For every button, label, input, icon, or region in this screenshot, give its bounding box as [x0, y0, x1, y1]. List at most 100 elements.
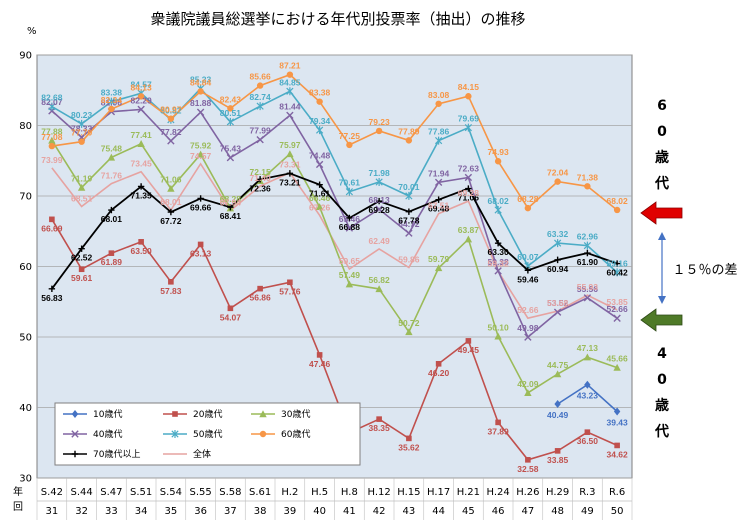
- data-point: [584, 249, 591, 257]
- data-label: 42.09: [517, 379, 539, 389]
- data-point: [197, 195, 204, 202]
- data-label: 71.06: [458, 193, 480, 203]
- data-point: [464, 173, 473, 182]
- data-label: 72.36: [249, 183, 271, 193]
- data-point: [286, 150, 294, 158]
- data-label: 57.49: [339, 270, 361, 280]
- data-point: [614, 442, 620, 449]
- data-label: 70.01: [398, 182, 420, 192]
- data-label: 83.08: [428, 90, 450, 100]
- side-label-40s: 代: [654, 423, 669, 440]
- data-label: 52.66: [517, 305, 539, 315]
- data-label: 33.85: [547, 455, 569, 465]
- series-line: [51, 162, 618, 320]
- data-point: [434, 178, 443, 187]
- data-label: 71.98: [368, 168, 390, 178]
- data-label: 68.51: [71, 194, 93, 204]
- data-label: 79.69: [458, 114, 480, 124]
- data-label: 68.02: [487, 196, 509, 206]
- data-point: [375, 127, 383, 135]
- data-label: 71.94: [428, 168, 450, 178]
- data-label: 71.40: [249, 173, 271, 183]
- data-point: [554, 178, 561, 185]
- data-labels: 40.49 43.23 39.43 66.69 59.61 61.89 63.50 57.83…: [41, 61, 628, 474]
- data-label: 69.28: [368, 205, 390, 215]
- data-point: [375, 285, 383, 293]
- data-label: 80.97: [160, 105, 182, 115]
- x-session-label: 35: [165, 506, 178, 517]
- legend-item: 20歳代: [163, 408, 222, 420]
- data-point: [346, 214, 353, 222]
- data-point: [78, 138, 85, 145]
- data-point: [435, 136, 443, 145]
- x-session-label: 34: [135, 506, 148, 517]
- data-label: 73.31: [279, 160, 301, 170]
- data-label: 38.35: [368, 423, 390, 433]
- data-point: [137, 183, 145, 190]
- data-point: [405, 229, 413, 237]
- data-label: 74.48: [309, 150, 331, 160]
- x-session-label: 49: [581, 506, 594, 517]
- data-point: [435, 196, 442, 203]
- data-point: [553, 370, 562, 378]
- side-label-40s: 4: [657, 346, 667, 362]
- x-tick-label: H.12: [368, 487, 391, 498]
- data-point: [259, 410, 267, 418]
- data-label: 78.33: [71, 123, 93, 133]
- data-label: 75.92: [190, 140, 212, 150]
- data-point: [554, 256, 561, 264]
- data-label: 62.49: [368, 236, 390, 246]
- series-60歳代: [48, 71, 621, 214]
- data-label: 59.32: [487, 258, 509, 268]
- data-point: [107, 153, 116, 161]
- y-tick-label: 60: [19, 262, 32, 273]
- data-label: 53.68: [547, 298, 569, 308]
- x-tick-label: S.54: [160, 487, 182, 498]
- data-label: 80.23: [71, 110, 93, 120]
- data-point: [405, 191, 413, 200]
- data-label: 60.07: [517, 252, 539, 262]
- data-point: [465, 185, 472, 192]
- data-point: [168, 278, 174, 285]
- data-point: [315, 160, 324, 169]
- legend-label: 40歳代: [93, 428, 122, 440]
- data-label: 66.88: [339, 222, 361, 232]
- x-axis-categories: S.42 31 S.44 32 S.47 33 S.51 34 S.54 35 S.55 36 S.58…: [36, 478, 633, 520]
- data-point: [167, 184, 175, 192]
- x-session-label: 31: [46, 506, 59, 517]
- data-point: [286, 87, 294, 96]
- series-lines: [48, 71, 621, 463]
- x-session-label: 44: [432, 506, 445, 517]
- data-point: [494, 205, 502, 214]
- data-point: [434, 264, 443, 272]
- data-point: [524, 267, 532, 274]
- data-label: 55.93: [577, 282, 599, 292]
- data-point: [494, 158, 502, 165]
- data-label: 57.76: [279, 286, 301, 296]
- x-session-label: 41: [343, 506, 356, 517]
- legend-label: 10歳代: [93, 408, 122, 420]
- data-label: 77.25: [339, 131, 361, 141]
- data-point: [71, 450, 79, 458]
- data-label: 72.04: [547, 168, 569, 178]
- y-tick-label: 40: [19, 403, 32, 414]
- data-point: [78, 266, 85, 273]
- data-label: 46.20: [428, 368, 450, 378]
- data-point: [48, 136, 56, 144]
- data-point: [406, 435, 412, 442]
- data-point: [196, 108, 205, 116]
- data-label: 63.32: [547, 229, 569, 239]
- data-label: 56.82: [368, 275, 390, 285]
- data-label: 71.61: [309, 189, 331, 199]
- data-label: 59.46: [517, 274, 539, 284]
- x-tick-label: H.2: [281, 487, 298, 498]
- data-point: [257, 285, 263, 292]
- data-label: 85.66: [249, 72, 271, 82]
- arrow-60s-icon: [640, 201, 683, 225]
- data-label: 47.46: [309, 359, 331, 369]
- data-point: [345, 187, 353, 196]
- x-tick-label: H.17: [427, 487, 450, 498]
- x-tick-label: S.42: [41, 487, 63, 498]
- data-point: [137, 140, 145, 147]
